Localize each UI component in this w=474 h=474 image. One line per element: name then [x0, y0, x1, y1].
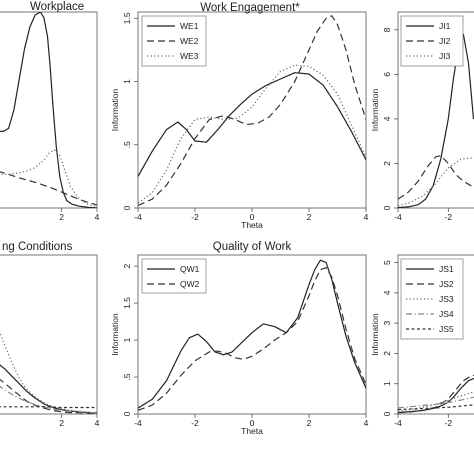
- series-line-ji1: [398, 33, 474, 208]
- series-line-2: [0, 171, 97, 206]
- x-axis-label: Theta: [241, 220, 263, 230]
- y-tick-label: 1: [122, 79, 132, 84]
- x-axis-label: Theta: [241, 426, 263, 436]
- x-tick-label: 4: [364, 418, 369, 428]
- panel-p6: -4 -2 0 1 2 3 4 5 Information JS1 JS2 JS3 JS4 JS5: [370, 254, 474, 428]
- y-tick-label: 4: [382, 116, 392, 121]
- legend-label: QW1: [180, 264, 200, 274]
- panel-p3: -4 -2 0 2 4 6 8 Information JI1 JI2 JI3: [370, 11, 474, 222]
- y-tick-label: 1.5: [122, 297, 132, 309]
- y-tick-label: 1: [382, 381, 392, 386]
- panel-title: ng Conditions: [2, 241, 73, 253]
- legend-box: [141, 258, 207, 294]
- series-line-3: [0, 149, 97, 208]
- x-tick-label: 4: [364, 212, 369, 222]
- series-line-1: [0, 12, 97, 208]
- x-tick-label: 4: [95, 212, 100, 222]
- y-tick-label: 6: [382, 72, 392, 77]
- series-line-1: [0, 364, 97, 414]
- series-line-qw2: [138, 267, 366, 411]
- x-tick-label: 2: [59, 418, 64, 428]
- plot-frame: [397, 254, 474, 415]
- x-tick-label: -2: [191, 212, 199, 222]
- y-tick-label: 1: [122, 337, 132, 342]
- y-tick-label: .5: [122, 373, 132, 380]
- x-tick-label: 4: [95, 418, 100, 428]
- series-line-2: [0, 378, 97, 414]
- y-axis-label: Information: [110, 313, 120, 356]
- x-tick-label: 2: [59, 212, 64, 222]
- series-line-js4: [398, 396, 474, 409]
- x-tick-label: -4: [134, 418, 142, 428]
- legend: JI1 JI2 JI3: [400, 15, 464, 67]
- x-tick-label: -2: [445, 418, 453, 428]
- series-line-we1: [138, 72, 366, 177]
- legend-label: JI3: [439, 51, 451, 61]
- legend-label: JI1: [439, 21, 451, 31]
- panel-title: Workplace: [30, 1, 84, 13]
- y-tick-label: 1.5: [122, 12, 132, 24]
- legend-label: JI2: [439, 36, 451, 46]
- legend-label: JS1: [439, 264, 454, 274]
- x-tick-label: -4: [394, 418, 402, 428]
- series-line-ji2: [398, 155, 474, 200]
- y-tick-label: 8: [382, 27, 392, 32]
- y-axis-label: Information: [110, 88, 120, 131]
- legend-label: JS3: [439, 294, 454, 304]
- series-line-js5: [398, 404, 474, 411]
- panel-p2: Work Engagement* -4 -2 0 2 4 0 .5 1 1.5 Theta Infor…: [110, 2, 369, 230]
- y-tick-label: 2: [382, 351, 392, 356]
- series-line-3: [0, 330, 97, 414]
- y-axis-label: Information: [370, 313, 380, 356]
- series-line-qw1: [138, 259, 366, 409]
- series-line-js3: [398, 391, 474, 412]
- x-tick-label: 2: [307, 212, 312, 222]
- legend: QW1 QW2: [141, 258, 207, 294]
- legend-label: WE1: [180, 21, 199, 31]
- legend-label: WE3: [180, 51, 199, 61]
- legend-label: JS4: [439, 309, 454, 319]
- panel-title: Work Engagement*: [200, 2, 300, 14]
- y-tick-label: 0: [122, 205, 132, 210]
- y-tick-label: 4: [382, 290, 392, 295]
- y-tick-label: 2: [122, 263, 132, 268]
- y-tick-label: 0: [122, 411, 132, 416]
- plot-frame: [0, 11, 98, 209]
- y-tick-label: 2: [382, 161, 392, 166]
- plot-frame: [0, 254, 98, 415]
- legend-label: JS5: [439, 324, 454, 334]
- panel-p5: Quality of Work -4 -2 0 2 4 0 .5 1 1.5 2 Theta Infor…: [110, 241, 369, 436]
- x-tick-label: 2: [307, 418, 312, 428]
- x-tick-label: 0: [250, 212, 255, 222]
- y-tick-label: 0: [382, 205, 392, 210]
- series-line-4: [0, 385, 97, 414]
- y-axis-label: Information: [370, 88, 380, 131]
- y-tick-label: 0: [382, 411, 392, 416]
- plot-frame: [397, 11, 474, 209]
- series-line-5: [0, 406, 97, 409]
- x-tick-label: -4: [394, 212, 402, 222]
- panel-p4: ng Conditions 2 4: [0, 241, 100, 428]
- series-line-js1: [398, 377, 474, 414]
- y-tick-label: .5: [122, 141, 132, 148]
- panel-title: Quality of Work: [213, 241, 292, 253]
- legend: JS1 JS2 JS3 JS4 JS5: [400, 258, 464, 340]
- x-tick-label: 0: [250, 418, 255, 428]
- series-line-we2: [138, 15, 366, 207]
- x-tick-label: -4: [134, 212, 142, 222]
- legend-label: WE2: [180, 36, 199, 46]
- panel-p1: Workplace 2 4: [0, 1, 100, 222]
- legend: WE1 WE2 WE3: [141, 15, 207, 67]
- series-line-ji3: [398, 157, 474, 207]
- x-tick-label: -2: [191, 418, 199, 428]
- y-tick-label: 3: [382, 321, 392, 326]
- series-line-js2: [398, 374, 474, 414]
- x-tick-label: -2: [445, 212, 453, 222]
- series-line-we3: [138, 64, 366, 204]
- legend-label: JS2: [439, 279, 454, 289]
- y-tick-label: 5: [382, 260, 392, 265]
- legend-label: QW2: [180, 279, 200, 289]
